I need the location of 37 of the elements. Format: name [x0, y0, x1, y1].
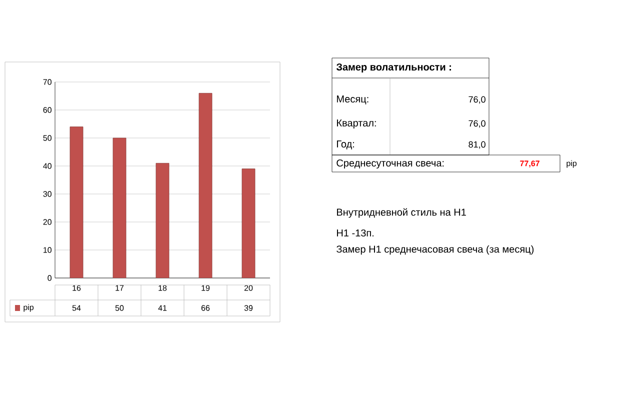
text: Замер H1 среднечасовая свеча (за месяц): [336, 245, 534, 255]
text: Замер волатильности :: [336, 63, 451, 73]
x-tick-label: 18: [158, 285, 167, 291]
text: H1 -13п.: [337, 229, 374, 237]
y-tick-label: 70: [43, 79, 52, 85]
bar: [112, 138, 126, 278]
x-tick-label: 17: [116, 285, 124, 291]
text: Квартал:: [337, 120, 376, 128]
bar: [70, 126, 84, 278]
text: Среднесуточная свеча:: [336, 159, 444, 169]
x-tick-label: 19: [202, 285, 210, 291]
y-tick-label: 20: [43, 219, 52, 225]
text: Внутридневной стиль на H1: [337, 208, 466, 218]
y-tick-label: 60: [43, 107, 52, 113]
data-label: 39: [244, 305, 253, 311]
data-label: 66: [201, 305, 210, 311]
y-tick-label: 30: [43, 191, 52, 197]
y-tick-label: 0: [48, 275, 52, 281]
text: 81,0: [468, 141, 486, 149]
y-tick-label: 40: [43, 163, 52, 169]
legend-label: pip: [24, 304, 34, 312]
data-label: 54: [72, 305, 81, 311]
bar: [242, 168, 256, 278]
y-tick-label: 10: [44, 247, 52, 253]
bar: [198, 92, 212, 278]
y-tick-label: 50: [43, 135, 52, 141]
text: Год:: [337, 140, 354, 150]
data-label: 50: [115, 305, 124, 311]
text: 76,0: [468, 120, 486, 128]
text: 76,0: [468, 96, 486, 104]
bar: [156, 162, 170, 278]
x-tick-label: 16: [72, 285, 81, 291]
data-label: 41: [158, 305, 167, 311]
x-tick-label: 20: [244, 285, 253, 291]
text: 77,67: [520, 160, 540, 168]
text: Месяц:: [337, 96, 368, 104]
text: pip: [566, 160, 577, 168]
